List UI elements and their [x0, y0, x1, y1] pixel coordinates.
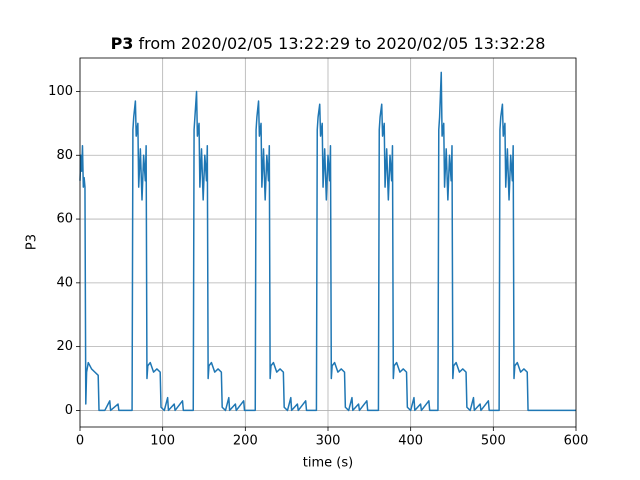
x-tick-label: 600: [564, 434, 589, 449]
y-tick-label: 60: [56, 212, 73, 227]
x-tick-label: 100: [150, 434, 175, 449]
y-tick-label: 20: [56, 339, 73, 354]
data-line: [79, 71, 576, 412]
title-bold: P3: [111, 34, 134, 53]
y-axis-label: P3: [25, 234, 40, 250]
y-tick-label: 80: [56, 148, 73, 163]
title-text: from 2020/02/05 13:22:29 to 2020/02/05 1…: [139, 34, 546, 53]
grid: [79, 58, 577, 427]
x-tick-label: 0: [76, 434, 84, 449]
x-axis-label: time (s): [303, 456, 353, 471]
y-tick-label: 0: [65, 403, 73, 418]
x-tick-label: 400: [398, 434, 423, 449]
x-tick-label: 300: [316, 434, 341, 449]
x-tick-label: 200: [233, 434, 258, 449]
chart-title: P3 from 2020/02/05 13:22:29 to 2020/02/0…: [111, 34, 546, 53]
x-tick-label: 500: [481, 434, 506, 449]
y-tick-label: 100: [48, 84, 73, 99]
y-tick-label: 40: [56, 275, 73, 290]
plot-area: [79, 71, 576, 412]
